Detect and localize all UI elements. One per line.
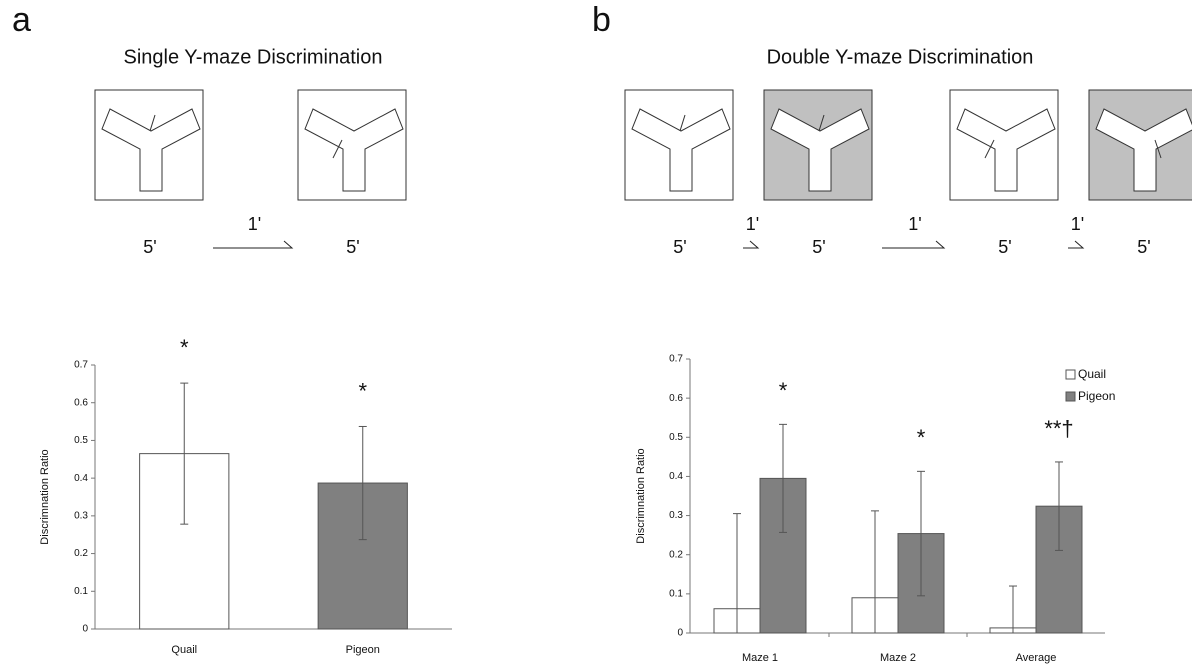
y-tick-label: 0.5 — [74, 435, 88, 446]
duration: 5' — [673, 237, 686, 257]
x-tick-label: Pigeon — [346, 644, 380, 656]
interval: 1' — [746, 214, 759, 234]
interval: 1' — [248, 214, 261, 234]
arrow — [1068, 241, 1083, 248]
significance: **† — [1044, 416, 1073, 441]
x-tick-label: Maze 2 — [880, 652, 916, 664]
x-tick-label: Maze 1 — [742, 652, 778, 664]
legend-swatch — [1066, 392, 1075, 401]
legend-label: Quail — [1078, 367, 1106, 381]
significance: * — [917, 425, 926, 450]
y-tick-label: 0.7 — [669, 354, 683, 365]
significance: * — [180, 335, 189, 360]
significance: * — [358, 378, 367, 403]
y-tick-label: 0.6 — [74, 397, 88, 408]
panel-title: Single Y-maze Discrimination — [123, 46, 382, 68]
arrow — [882, 241, 944, 248]
y-tick-label: 0 — [82, 624, 88, 635]
duration: 5' — [998, 237, 1011, 257]
interval: 1' — [1071, 214, 1084, 234]
figure: a b Single Y-maze Discrimination Double … — [0, 0, 1192, 665]
y-tick-label: 0.1 — [669, 588, 683, 599]
y-tick-label: 0.6 — [669, 393, 683, 404]
y-tick-label: 0.3 — [74, 510, 88, 521]
arrow — [213, 241, 292, 248]
y-tick-label: 0.4 — [74, 473, 88, 484]
duration: 5' — [812, 237, 825, 257]
duration: 5' — [346, 237, 359, 257]
panel-letter: a — [12, 1, 31, 39]
duration: 5' — [143, 237, 156, 257]
y-tick-label: 0.2 — [74, 548, 88, 559]
legend-label: Pigeon — [1078, 389, 1115, 403]
x-tick-label: Quail — [171, 644, 197, 656]
y-tick-label: 0.1 — [74, 586, 88, 597]
arrow — [743, 241, 758, 248]
y-axis-label: Discrimnation Ratio — [39, 449, 51, 544]
legend-swatch — [1066, 370, 1075, 379]
interval: 1' — [908, 214, 921, 234]
panel-letter: b — [592, 1, 611, 39]
y-tick-label: 0.2 — [669, 549, 683, 560]
y-tick-label: 0.5 — [669, 432, 683, 443]
significance: * — [779, 378, 788, 403]
y-tick-label: 0 — [677, 628, 683, 639]
y-tick-label: 0.4 — [669, 471, 683, 482]
y-axis-label: Discrimnation Ratio — [635, 448, 647, 543]
panel-title: Double Y-maze Discrimination — [767, 46, 1034, 68]
x-tick-label: Average — [1016, 652, 1057, 664]
y-tick-label: 0.7 — [74, 360, 88, 371]
duration: 5' — [1137, 237, 1150, 257]
y-tick-label: 0.3 — [669, 510, 683, 521]
